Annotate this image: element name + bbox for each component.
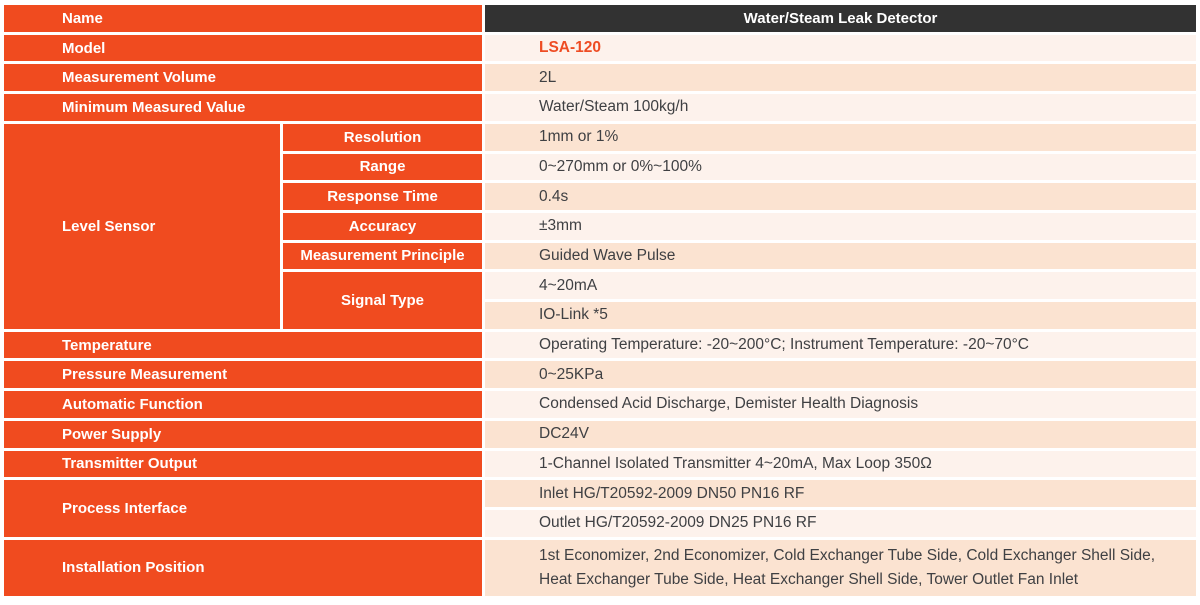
row-value-model: LSA-120: [485, 34, 1196, 62]
row-label-measurement-volume: Measurement Volume: [4, 64, 482, 92]
group-label-installation-position: Installation Position: [4, 539, 482, 596]
row-label-automatic-function: Automatic Function: [4, 391, 482, 418]
row-label-minimum-measured-value: Minimum Measured Value: [4, 94, 482, 121]
sub-label-signal-type: Signal Type: [283, 272, 482, 329]
sub-label-resolution: Resolution: [283, 123, 482, 151]
sub-label-accuracy: Accuracy: [283, 212, 482, 240]
sub-label-range: Range: [283, 153, 482, 181]
row-label-model: Model: [4, 34, 482, 62]
sub-value-signal-type-analog: 4~20mA: [485, 272, 1196, 299]
spec-table: Name Water/Steam Leak Detector Model LSA…: [4, 5, 1196, 596]
sub-label-measurement-principle: Measurement Principle: [283, 242, 482, 270]
sub-value-accuracy: ±3mm: [485, 212, 1196, 240]
row-value-transmitter-output: 1-Channel Isolated Transmitter 4~20mA, M…: [485, 450, 1196, 478]
product-name-header: Water/Steam Leak Detector: [485, 5, 1196, 32]
row-label-temperature: Temperature: [4, 331, 482, 359]
group-label-level-sensor: Level Sensor: [4, 123, 280, 329]
sub-value-resolution: 1mm or 1%: [485, 123, 1196, 151]
sub-value-response-time: 0.4s: [485, 183, 1196, 210]
row-value-temperature: Operating Temperature: -20~200°C; Instru…: [485, 331, 1196, 359]
row-value-installation-position: 1st Economizer, 2nd Economizer, Cold Exc…: [485, 539, 1196, 596]
sub-value-range: 0~270mm or 0%~100%: [485, 153, 1196, 181]
row-value-pressure-measurement: 0~25KPa: [485, 361, 1196, 389]
sub-label-response-time: Response Time: [283, 183, 482, 210]
row-value-minimum-measured-value: Water/Steam 100kg/h: [485, 94, 1196, 121]
row-value-measurement-volume: 2L: [485, 64, 1196, 92]
row-label-pressure-measurement: Pressure Measurement: [4, 361, 482, 389]
row-value-power-supply: DC24V: [485, 420, 1196, 448]
group-label-process-interface: Process Interface: [4, 480, 482, 537]
row-value-automatic-function: Condensed Acid Discharge, Demister Healt…: [485, 391, 1196, 418]
row-label-name: Name: [4, 5, 482, 32]
row-value-process-interface-outlet: Outlet HG/T20592-2009 DN25 PN16 RF: [485, 509, 1196, 537]
row-value-process-interface-inlet: Inlet HG/T20592-2009 DN50 PN16 RF: [485, 480, 1196, 507]
row-label-power-supply: Power Supply: [4, 420, 482, 448]
sub-value-measurement-principle: Guided Wave Pulse: [485, 242, 1196, 270]
row-label-transmitter-output: Transmitter Output: [4, 450, 482, 478]
sub-value-signal-type-iolink: IO-Link *5: [485, 302, 1196, 329]
